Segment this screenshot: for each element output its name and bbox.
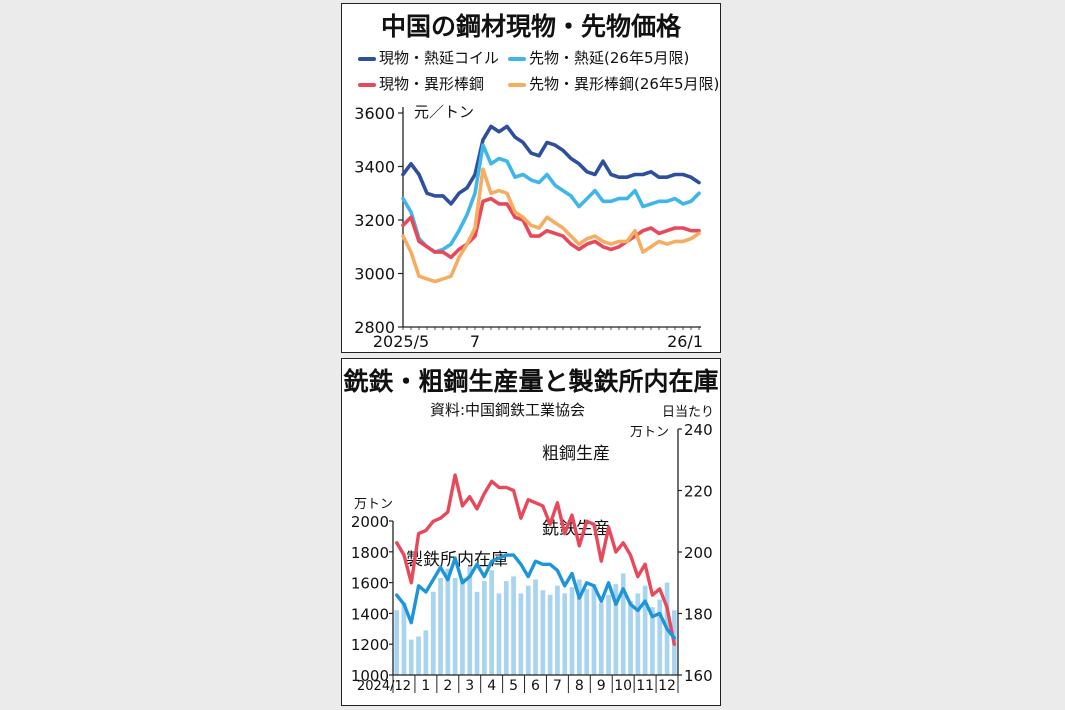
legend-swatch — [508, 56, 526, 61]
legend-item-futures-rebar: 先物・異形棒鋼(26年5月限) — [508, 75, 719, 93]
inventory-bar — [394, 610, 399, 675]
legend-item-spot-rebar: 現物・異形棒鋼 — [358, 75, 484, 93]
inventory-bar — [445, 568, 451, 675]
crude-steel-label: 粗鋼生産 — [542, 444, 610, 464]
inventory-bar — [657, 599, 663, 675]
inventory-bar — [533, 579, 538, 675]
price-unit-label: 元／トン — [414, 103, 475, 121]
inventory-bar — [525, 585, 531, 675]
right-tick-label: 160 — [684, 667, 713, 685]
inventory-bar — [518, 593, 524, 675]
right-axis-unit: 万トン — [630, 425, 670, 440]
x-tick-label: 7 — [553, 678, 562, 694]
right-tick-label: 240 — [684, 421, 713, 439]
series-line-2 — [401, 196, 701, 260]
inventory-bar — [438, 578, 443, 675]
right-tick-label: 220 — [684, 483, 713, 501]
inventory-bar — [416, 636, 421, 675]
inventory-bar — [540, 590, 546, 675]
x-tick-label: 1 — [421, 678, 430, 694]
inventory-bar — [467, 567, 473, 675]
inventory-bar — [569, 587, 575, 675]
legend-swatch — [508, 82, 526, 87]
inventory-bar — [482, 581, 487, 675]
x-tick-label: 8 — [575, 678, 584, 694]
legend-label: 先物・異形棒鋼(26年5月限) — [529, 75, 720, 93]
y-tick-label: 3000 — [354, 265, 395, 284]
source-label: 資料:中国鋼鉄工業協会 — [430, 401, 586, 419]
series-line-3 — [401, 167, 701, 284]
price-line-chart: 2800 3000 3200 3400 3600 2025/5 7 26/1 — [354, 104, 703, 351]
inventory-bar — [408, 639, 414, 675]
inventory-bar — [489, 570, 494, 675]
x-tick-label: 2025/5 — [373, 332, 429, 351]
crude-steel-line — [395, 473, 676, 646]
x-tick-label: 9 — [597, 678, 606, 694]
inventory-bar — [584, 588, 589, 675]
y-tick-label: 3200 — [354, 211, 395, 230]
left-tick-label: 1400 — [351, 605, 389, 623]
x-tick-label: 4 — [487, 678, 496, 694]
left-axis-unit: 万トン — [354, 497, 394, 512]
left-tick-label: 1000 — [351, 667, 389, 685]
legend-item-spot-hrc: 現物・熱延コイル — [358, 49, 499, 67]
production-chart-title: 銑鉄・粗鋼生産量と製鉄所内在庫 — [343, 367, 719, 396]
right-axis-unit-daily: 日当たり — [662, 405, 715, 420]
series-line-0 — [401, 124, 701, 206]
inventory-bar — [474, 591, 480, 675]
inventory-bar — [613, 584, 619, 675]
pig-iron-line — [395, 553, 676, 640]
left-tick-label: 1800 — [351, 544, 389, 562]
inventory-bar — [547, 594, 553, 675]
inventory-bar — [452, 578, 458, 675]
legend-label: 先物・熱延(26年5月限) — [529, 49, 690, 67]
inventory-bar — [460, 578, 465, 675]
x-tick-label: 6 — [531, 678, 540, 694]
inventory-bar — [620, 573, 626, 675]
right-tick-label: 200 — [684, 544, 713, 562]
x-tick-label: 7 — [470, 332, 480, 351]
legend-label: 現物・熱延コイル — [379, 49, 500, 67]
legend-swatch — [358, 82, 376, 87]
x-tick-label: 10 — [614, 678, 632, 694]
inventory-bar — [496, 593, 502, 675]
series-line-1 — [401, 143, 701, 254]
x-tick-label: 5 — [509, 678, 518, 694]
left-tick-label: 1200 — [351, 636, 389, 654]
inventory-bar — [401, 602, 407, 675]
production-combo-chart: 1000 1200 1400 1600 1800 2000 160 180 200 220 240 2… — [351, 421, 713, 694]
inventory-bar — [430, 591, 436, 675]
inventory-bar — [642, 585, 648, 675]
legend-swatch — [358, 56, 376, 61]
inventory-bar — [511, 576, 516, 675]
inventory-bar — [628, 601, 633, 675]
y-tick-label: 3400 — [354, 158, 395, 177]
right-tick-label: 180 — [684, 606, 713, 624]
production-chart-panel: 銑鉄・粗鋼生産量と製鉄所内在庫 資料:中国鋼鉄工業協会 日当たり 万トン 万トン… — [341, 358, 721, 706]
x-tick-label: 2024/12 — [357, 679, 411, 694]
inventory-bar — [591, 584, 597, 675]
inventory-bar — [577, 579, 582, 675]
left-tick-label: 2000 — [351, 513, 389, 531]
legend-item-futures-hrc: 先物・熱延(26年5月限) — [508, 49, 689, 67]
inventory-bar — [598, 602, 604, 675]
legend-label: 現物・異形棒鋼 — [379, 75, 485, 93]
x-tick-label: 11 — [636, 678, 654, 694]
inventory-bar — [562, 593, 568, 675]
x-tick-label: 12 — [658, 678, 676, 694]
inventory-bar — [555, 585, 560, 675]
inventory-bar — [650, 607, 655, 675]
price-chart-panel: 中国の鋼材現物・先物価格 現物・熱延コイル 先物・熱延(26年5月限) 現物・異… — [341, 3, 721, 353]
left-tick-label: 1600 — [351, 575, 389, 593]
x-tick-label: 26/1 — [667, 332, 703, 351]
y-tick-label: 2800 — [354, 318, 395, 337]
y-tick-label: 3600 — [354, 104, 395, 123]
inventory-bar — [503, 581, 509, 675]
inventory-bar — [423, 630, 429, 675]
inventory-bar — [635, 593, 641, 675]
price-chart-title: 中国の鋼材現物・先物価格 — [380, 12, 681, 41]
x-tick-label: 2 — [443, 678, 452, 694]
x-tick-label: 3 — [465, 678, 474, 694]
inventory-bar — [606, 594, 611, 675]
